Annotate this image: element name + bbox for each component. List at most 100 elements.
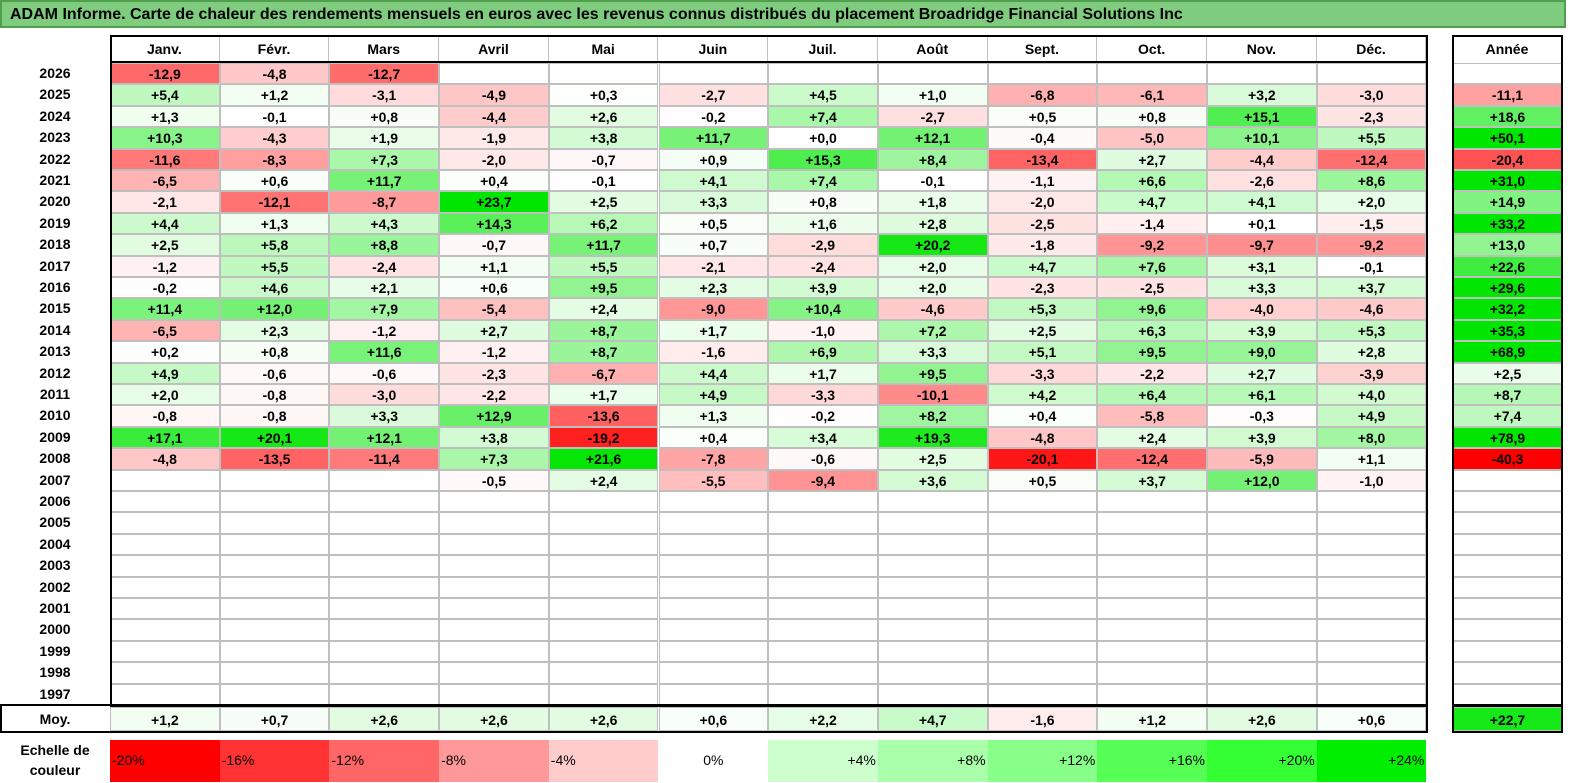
heatmap-cell bbox=[987, 533, 1098, 556]
color-scale-step: -12% bbox=[329, 740, 440, 782]
heatmap-cell: +7,9 bbox=[329, 298, 440, 320]
heatmap-cell: +2,3 bbox=[658, 277, 769, 299]
heatmap-cell bbox=[329, 662, 440, 684]
heatmap-cell bbox=[768, 63, 878, 85]
color-scale-label: Echelle de couleur bbox=[20, 742, 90, 778]
heatmap-cell bbox=[1097, 683, 1207, 705]
heatmap-cell: -1,2 bbox=[329, 319, 440, 342]
heatmap-cell: -5,0 bbox=[1097, 127, 1207, 149]
heatmap-cell: +8,2 bbox=[877, 405, 988, 427]
row-year-label: 2002 bbox=[39, 578, 71, 595]
heatmap-cell: -12,9 bbox=[110, 63, 220, 85]
annual-cell: +13,0 bbox=[1452, 234, 1563, 256]
heatmap-cell bbox=[987, 63, 1098, 85]
average-cell: +4,7 bbox=[877, 707, 988, 731]
heatmap-cell bbox=[1316, 63, 1427, 85]
chart-title: ADAM Informe. Carte de chaleur des rende… bbox=[0, 0, 1566, 28]
heatmap-cell: +2,5 bbox=[110, 234, 220, 256]
heatmap-cell: -3,0 bbox=[1316, 84, 1427, 106]
annual-cell: +22,6 bbox=[1452, 255, 1563, 277]
heatmap-cell bbox=[1316, 576, 1427, 598]
heatmap-cell bbox=[877, 491, 988, 513]
heatmap-cell bbox=[110, 662, 220, 684]
color-scale-step: 0% bbox=[658, 740, 769, 782]
row-year-label: 1999 bbox=[39, 642, 71, 659]
heatmap-cell: -0,6 bbox=[329, 362, 440, 384]
heatmap-cell: +1,0 bbox=[877, 84, 988, 106]
heatmap-cell: -4,0 bbox=[1207, 298, 1317, 320]
heatmap-cell: -1,0 bbox=[768, 319, 878, 342]
heatmap-cell bbox=[1097, 491, 1207, 513]
heatmap-cell bbox=[768, 576, 878, 598]
heatmap-cell: -10,1 bbox=[877, 384, 988, 406]
heatmap-cell bbox=[439, 63, 549, 85]
heatmap-cell bbox=[1316, 533, 1427, 556]
heatmap-cell bbox=[548, 555, 659, 577]
heatmap-cell bbox=[1207, 63, 1317, 85]
average-annual-cell: +22,7 bbox=[1452, 707, 1563, 731]
average-label: Moy. bbox=[39, 711, 71, 727]
annual-cell bbox=[1452, 63, 1563, 85]
heatmap-cell: +10,3 bbox=[110, 127, 220, 149]
heatmap-cell: -2,4 bbox=[768, 255, 878, 277]
heatmap-cell: -8,7 bbox=[329, 191, 440, 213]
heatmap-cell: +3,4 bbox=[768, 426, 878, 449]
heatmap-cell: +0,4 bbox=[658, 426, 769, 449]
heatmap-cell: +8,7 bbox=[548, 319, 659, 342]
heatmap-cell: -0,5 bbox=[439, 469, 549, 491]
heatmap-cell: +2,8 bbox=[1316, 341, 1427, 363]
row-year-label: 2004 bbox=[39, 535, 71, 552]
heatmap-cell: +4,6 bbox=[219, 277, 330, 299]
heatmap-cell: -2,5 bbox=[987, 212, 1098, 235]
annual-cell: +18,6 bbox=[1452, 105, 1563, 128]
heatmap-cell bbox=[219, 555, 330, 577]
annual-cell: +32,2 bbox=[1452, 298, 1563, 320]
heatmap-cell bbox=[548, 512, 659, 534]
heatmap-cell bbox=[658, 683, 769, 705]
heatmap-cell bbox=[987, 512, 1098, 534]
heatmap-cell bbox=[768, 491, 878, 513]
heatmap-cell: +4,1 bbox=[1207, 191, 1317, 213]
heatmap-cell: -5,4 bbox=[439, 298, 549, 320]
heatmap-cell: +3,2 bbox=[1207, 84, 1317, 106]
heatmap-cell bbox=[110, 469, 220, 491]
heatmap-cell bbox=[439, 512, 549, 534]
heatmap-cell bbox=[329, 598, 440, 620]
month-header: Mai bbox=[549, 35, 659, 63]
heatmap-cell bbox=[1207, 640, 1317, 663]
annual-cell: -40,3 bbox=[1452, 448, 1563, 470]
heatmap-cell: +7,4 bbox=[768, 170, 878, 192]
heatmap-cell: -4,4 bbox=[439, 105, 549, 128]
row-year-label: 2010 bbox=[39, 407, 71, 424]
heatmap-cell: -0,2 bbox=[768, 405, 878, 427]
annual-cell: -11,1 bbox=[1452, 84, 1563, 106]
row-year-label: 2006 bbox=[39, 493, 71, 509]
annual-cell bbox=[1452, 683, 1563, 705]
heatmap-cell: +11,7 bbox=[548, 234, 659, 256]
heatmap-cell bbox=[987, 576, 1098, 598]
heatmap-cell: +3,8 bbox=[548, 127, 659, 149]
heatmap-cell bbox=[658, 491, 769, 513]
heatmap-cell: +1,8 bbox=[877, 191, 988, 213]
heatmap-cell bbox=[987, 640, 1098, 663]
row-year-label: 2018 bbox=[39, 236, 71, 253]
heatmap-cell bbox=[329, 555, 440, 577]
heatmap-cell bbox=[1097, 63, 1207, 85]
heatmap-cell: -0,6 bbox=[219, 362, 330, 384]
average-cell: +2,2 bbox=[768, 707, 878, 731]
heatmap-cell: +23,7 bbox=[439, 191, 549, 213]
row-year-label: 2016 bbox=[39, 279, 71, 295]
heatmap-cell bbox=[658, 555, 769, 577]
color-scale-step: +24% bbox=[1316, 740, 1427, 782]
month-header: Juil. bbox=[768, 35, 878, 63]
average-cell: +2,6 bbox=[329, 707, 440, 731]
heatmap-cell: -0,8 bbox=[110, 405, 220, 427]
heatmap-cell: +5,4 bbox=[110, 84, 220, 106]
heatmap-cell: +4,4 bbox=[658, 362, 769, 384]
heatmap-cell bbox=[1097, 533, 1207, 556]
heatmap-cell: -1,0 bbox=[1316, 469, 1427, 491]
heatmap-cell bbox=[987, 598, 1098, 620]
row-year-label: 2024 bbox=[39, 107, 71, 124]
heatmap-cell bbox=[219, 640, 330, 663]
heatmap-cell: +14,3 bbox=[439, 212, 549, 235]
